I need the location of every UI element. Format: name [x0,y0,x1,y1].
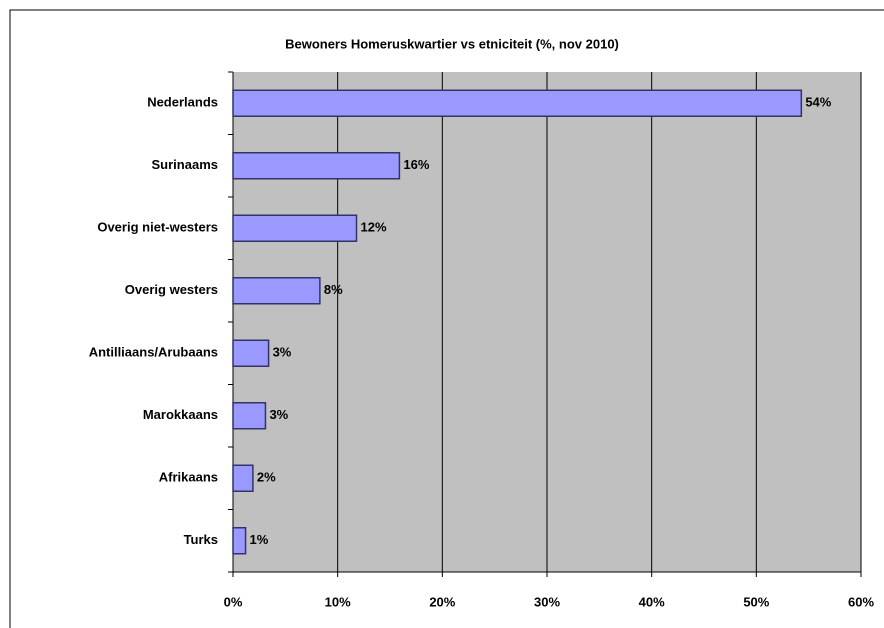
data-label: 3% [269,407,288,422]
x-tick-label: 60% [848,594,874,609]
x-tick-label: 30% [534,594,560,609]
bar [232,527,247,555]
y-tick-label: Turks [184,532,218,547]
chart-title: Bewoners Homeruskwartier vs etniciteit (… [285,36,619,51]
y-tick-label: Overig westers [125,282,218,297]
y-tick-label: Overig niet-westers [97,220,218,235]
data-label: 2% [257,470,276,485]
x-tick-label: 50% [743,594,769,609]
bar [232,214,358,242]
bar [232,89,803,117]
y-tick-label: Antilliaans/Arubaans [89,345,218,360]
data-label: 8% [324,282,343,297]
x-tick-label: 0% [224,594,243,609]
y-tick-label: Marokkaans [143,407,218,422]
bar [232,152,401,180]
bar [232,277,321,305]
bar [232,464,254,492]
x-tick-label: 20% [429,594,455,609]
y-tick-label: Nederlands [147,95,218,110]
data-label: 1% [250,532,269,547]
x-tick-label: 40% [639,594,665,609]
x-tick-label: 10% [325,594,351,609]
y-tick-label: Afrikaans [159,470,218,485]
data-label: 3% [273,345,292,360]
data-label: 12% [361,220,387,235]
data-label: 54% [805,95,831,110]
bar [232,402,267,430]
y-tick-label: Surinaams [152,157,218,172]
data-label: 16% [403,157,429,172]
bar [232,339,270,367]
